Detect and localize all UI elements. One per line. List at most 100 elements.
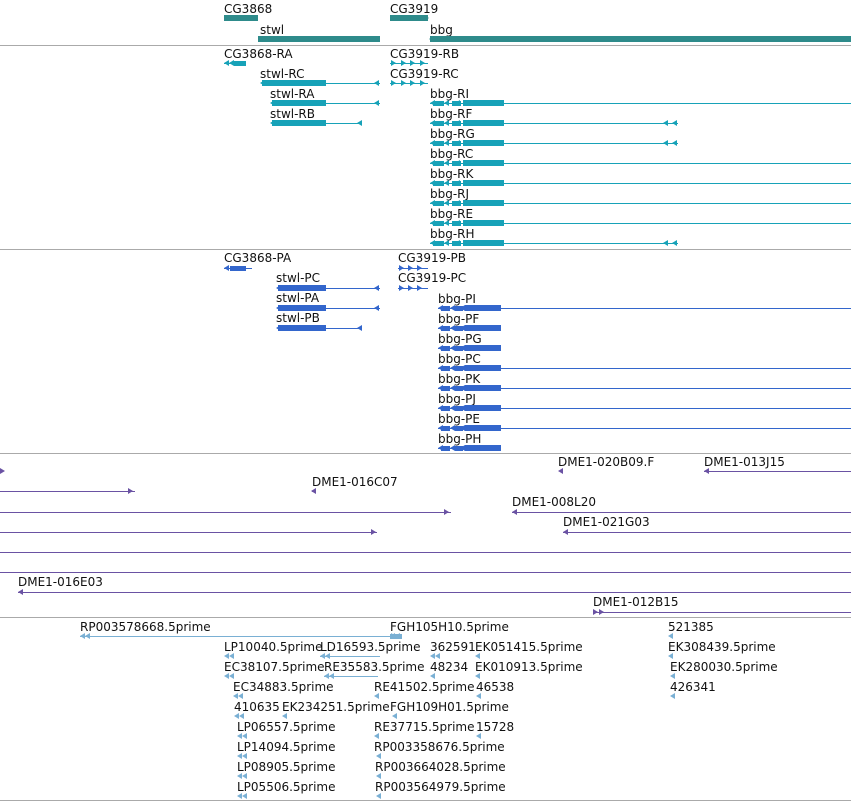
feature-intron-line[interactable] bbox=[326, 308, 380, 309]
feature-label-lp06557-5prime[interactable]: LP06557.5prime bbox=[237, 720, 336, 734]
feature-exon-block[interactable] bbox=[262, 80, 326, 86]
feature-label-lp14094-5prime[interactable]: LP14094.5prime bbox=[237, 740, 336, 754]
feature-label-ek010913-5prime[interactable]: EK010913.5prime bbox=[475, 660, 583, 674]
feature-label-bbg-pj[interactable]: bbg-PJ bbox=[438, 392, 476, 406]
feature-label-ec38107-5prime[interactable]: EC38107.5prime bbox=[224, 660, 325, 674]
feature-label-bbg-pc[interactable]: bbg-PC bbox=[438, 352, 481, 366]
feature-label-bbg-rc[interactable]: bbg-RC bbox=[430, 147, 474, 161]
feature-intron-line[interactable] bbox=[430, 103, 851, 104]
feature-label-ek051415-5prime[interactable]: EK051415.5prime bbox=[475, 640, 583, 654]
feature-intron-line[interactable] bbox=[438, 388, 851, 389]
feature-intron-line[interactable] bbox=[704, 471, 851, 472]
feature-intron-line[interactable] bbox=[0, 552, 851, 553]
feature-label-re37715-5prime[interactable]: RE37715.5prime bbox=[374, 720, 475, 734]
feature-label-bbg-ri[interactable]: bbg-RI bbox=[430, 87, 470, 101]
feature-intron-line[interactable] bbox=[398, 268, 428, 269]
feature-intron-line[interactable] bbox=[438, 428, 851, 429]
feature-label-426341[interactable]: 426341 bbox=[670, 680, 716, 694]
feature-intron-line[interactable] bbox=[438, 328, 500, 329]
feature-intron-line[interactable] bbox=[438, 448, 500, 449]
feature-label-dme1-016c07[interactable]: DME1-016C07 bbox=[312, 475, 398, 489]
feature-label-bbg-rf[interactable]: bbg-RF bbox=[430, 107, 473, 121]
feature-label-dme1-013j15[interactable]: DME1-013J15 bbox=[704, 455, 785, 469]
feature-label-dme1-016e03[interactable]: DME1-016E03 bbox=[18, 575, 103, 589]
feature-intron-line[interactable] bbox=[0, 512, 451, 513]
feature-label-stwl-pc[interactable]: stwl-PC bbox=[276, 271, 321, 285]
gene-bar-stwl[interactable] bbox=[258, 36, 380, 42]
gene-bar-cg3868[interactable] bbox=[224, 15, 258, 21]
feature-intron-line[interactable] bbox=[593, 612, 851, 613]
feature-exon-block[interactable] bbox=[278, 285, 326, 291]
feature-label-bbg-pf[interactable]: bbg-PF bbox=[438, 312, 480, 326]
feature-intron-line[interactable] bbox=[438, 368, 851, 369]
feature-label-48234[interactable]: 48234 bbox=[430, 660, 469, 674]
feature-label-fgh105h10-5prime[interactable]: FGH105H10.5prime bbox=[390, 620, 509, 634]
feature-intron-line[interactable] bbox=[438, 408, 851, 409]
feature-label-dme1-021g03[interactable]: DME1-021G03 bbox=[563, 515, 650, 529]
feature-intron-line[interactable] bbox=[390, 83, 428, 84]
feature-exon-block[interactable] bbox=[272, 100, 326, 106]
feature-intron-line[interactable] bbox=[438, 348, 500, 349]
feature-label-ld16593-5prime[interactable]: LD16593.5prime bbox=[320, 640, 421, 654]
feature-label-rp003564979-5prime[interactable]: RP003564979.5prime bbox=[375, 780, 506, 794]
feature-label-bbg-rh[interactable]: bbg-RH bbox=[430, 227, 475, 241]
feature-intron-line[interactable] bbox=[326, 103, 380, 104]
feature-label-cg3868[interactable]: CG3868 bbox=[224, 2, 273, 16]
feature-intron-line[interactable] bbox=[430, 203, 851, 204]
feature-label-cg3919-rb[interactable]: CG3919-RB bbox=[390, 47, 460, 61]
feature-label-bbg-rj[interactable]: bbg-RJ bbox=[430, 187, 470, 201]
feature-label-cg3919-pb[interactable]: CG3919-PB bbox=[398, 251, 467, 265]
feature-label-re35583-5prime[interactable]: RE35583.5prime bbox=[324, 660, 425, 674]
feature-label-bbg-re[interactable]: bbg-RE bbox=[430, 207, 474, 221]
feature-intron-line[interactable] bbox=[430, 243, 678, 244]
feature-exon-block[interactable] bbox=[278, 325, 326, 331]
feature-label-rp003578668-5prime[interactable]: RP003578668.5prime bbox=[80, 620, 211, 634]
feature-intron-line[interactable] bbox=[512, 512, 851, 513]
gene-bar-cg3919[interactable] bbox=[390, 15, 428, 21]
feature-label-fgh109h01-5prime[interactable]: FGH109H01.5prime bbox=[390, 700, 509, 714]
feature-label-cg3919[interactable]: CG3919 bbox=[390, 2, 439, 16]
feature-label-521385[interactable]: 521385 bbox=[668, 620, 714, 634]
feature-intron-line[interactable] bbox=[0, 532, 377, 533]
feature-label-410635[interactable]: 410635 bbox=[234, 700, 280, 714]
feature-intron-line[interactable] bbox=[430, 183, 851, 184]
feature-intron-line[interactable] bbox=[326, 328, 362, 329]
feature-label-ek280030-5prime[interactable]: EK280030.5prime bbox=[670, 660, 778, 674]
feature-label-dme1-020b09-f[interactable]: DME1-020B09.F bbox=[558, 455, 655, 469]
feature-label-stwl-rb[interactable]: stwl-RB bbox=[270, 107, 316, 121]
feature-label-cg3868-pa[interactable]: CG3868-PA bbox=[224, 251, 292, 265]
feature-label-362591[interactable]: 362591 bbox=[430, 640, 476, 654]
feature-intron-line[interactable] bbox=[224, 268, 252, 269]
feature-label-re41502-5prime[interactable]: RE41502.5prime bbox=[374, 680, 475, 694]
feature-exon-block[interactable] bbox=[234, 60, 246, 66]
feature-label-cg3868-ra[interactable]: CG3868-RA bbox=[224, 47, 293, 61]
feature-label-15728[interactable]: 15728 bbox=[476, 720, 515, 734]
feature-label-bbg-pi[interactable]: bbg-PI bbox=[438, 292, 476, 306]
feature-intron-line[interactable] bbox=[430, 163, 851, 164]
feature-label-ek234251-5prime[interactable]: EK234251.5prime bbox=[282, 700, 390, 714]
feature-intron-line[interactable] bbox=[326, 83, 380, 84]
feature-label-ek308439-5prime[interactable]: EK308439.5prime bbox=[668, 640, 776, 654]
feature-intron-line[interactable] bbox=[80, 636, 398, 637]
feature-label-rp003358676-5prime[interactable]: RP003358676.5prime bbox=[374, 740, 505, 754]
feature-intron-line[interactable] bbox=[390, 63, 428, 64]
feature-label-cg3919-pc[interactable]: CG3919-PC bbox=[398, 271, 467, 285]
feature-label-lp10040-5prime[interactable]: LP10040.5prime bbox=[224, 640, 323, 654]
feature-label-lp05506-5prime[interactable]: LP05506.5prime bbox=[237, 780, 336, 794]
feature-label-cg3919-rc[interactable]: CG3919-RC bbox=[390, 67, 459, 81]
feature-label-bbg[interactable]: bbg bbox=[430, 23, 453, 37]
feature-label-dme1-012b15[interactable]: DME1-012B15 bbox=[593, 595, 679, 609]
gene-bar-bbg[interactable] bbox=[430, 36, 851, 42]
feature-intron-line[interactable] bbox=[430, 143, 678, 144]
feature-exon-block[interactable] bbox=[272, 120, 326, 126]
feature-label-ec34883-5prime[interactable]: EC34883.5prime bbox=[233, 680, 334, 694]
feature-intron-line[interactable] bbox=[430, 223, 851, 224]
feature-label-bbg-pk[interactable]: bbg-PK bbox=[438, 372, 481, 386]
feature-intron-line[interactable] bbox=[0, 572, 851, 573]
feature-exon-block[interactable] bbox=[278, 305, 326, 311]
feature-intron-line[interactable] bbox=[326, 123, 362, 124]
feature-label-stwl-rc[interactable]: stwl-RC bbox=[260, 67, 305, 81]
feature-label-bbg-rg[interactable]: bbg-RG bbox=[430, 127, 475, 141]
feature-intron-line[interactable] bbox=[324, 676, 378, 677]
feature-label-bbg-pg[interactable]: bbg-PG bbox=[438, 332, 482, 346]
